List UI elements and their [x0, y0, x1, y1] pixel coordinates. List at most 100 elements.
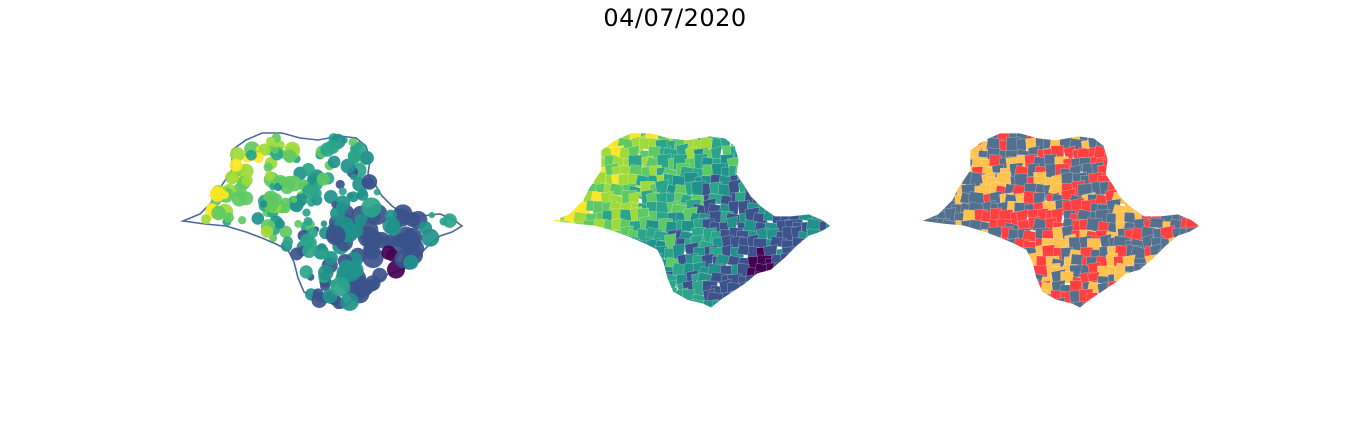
municipality-bubble: [263, 162, 273, 172]
municipality-area: [997, 307, 1009, 308]
municipality-bubble: [229, 147, 245, 162]
municipality-area: [927, 149, 943, 164]
municipality-area: [1130, 281, 1148, 294]
municipality-area: [955, 288, 971, 303]
municipality-area: [926, 152, 939, 172]
municipality-area: [1117, 280, 1133, 299]
municipality-area: [1133, 309, 1150, 323]
municipality-area: [1097, 281, 1109, 299]
municipality-area: [1187, 265, 1200, 278]
municipality-area: [953, 310, 965, 328]
municipality-bubble: [317, 264, 334, 281]
municipality-area: [959, 292, 979, 305]
municipality-area: [1164, 181, 1184, 197]
municipality-bubble: [361, 197, 382, 218]
municipality-area: [921, 306, 932, 308]
municipality-bubble: [338, 187, 347, 196]
municipality-area: [1132, 189, 1145, 207]
municipality-area: [1149, 133, 1165, 142]
page-title: 04/07/2020: [603, 4, 747, 32]
municipality-area: [1123, 282, 1140, 294]
municipality-area: [969, 245, 985, 258]
municipality-area: [943, 163, 958, 182]
municipality-area: [1190, 202, 1200, 217]
municipality-area: [1115, 171, 1129, 187]
municipality-bubble: [358, 279, 375, 295]
municipality-area: [1113, 133, 1130, 143]
municipality-area: [1126, 193, 1138, 206]
municipality-area: [1115, 162, 1131, 182]
municipality-area: [951, 236, 969, 249]
municipality-area: [1187, 139, 1200, 153]
municipality-area: [1174, 201, 1195, 215]
municipality-area: [921, 163, 936, 176]
municipality-area: [1140, 153, 1154, 171]
municipality-area: [1081, 302, 1098, 308]
municipality-area: [954, 264, 972, 279]
municipality-area: [987, 226, 1003, 241]
municipality-area: [1179, 306, 1192, 308]
municipality-area: [943, 141, 962, 156]
municipality-bubble: [283, 149, 297, 163]
municipality-bubble: [302, 208, 311, 217]
municipality-bubble: [231, 191, 247, 207]
municipality-area: [1186, 282, 1200, 299]
municipality-area: [1172, 155, 1186, 171]
municipality-area: [1034, 302, 1050, 308]
municipality-area: [1177, 195, 1194, 207]
municipality-area: [1099, 303, 1113, 308]
municipality-bubble: [418, 221, 433, 235]
municipality-area: [936, 272, 952, 285]
municipality-area: [1189, 183, 1200, 201]
municipality-area: [1179, 235, 1197, 251]
municipality-area: [1125, 298, 1140, 308]
municipality-bubble: [265, 136, 276, 147]
municipality-bubble: [325, 225, 346, 246]
municipality-area: [1197, 220, 1200, 238]
municipality-area: [1151, 299, 1166, 308]
municipality-area: [1188, 175, 1200, 190]
municipality-area: [1199, 309, 1215, 323]
municipality-area: [1176, 133, 1194, 145]
municipality-bubble: [347, 149, 361, 163]
municipality-area: [1196, 282, 1200, 299]
municipality-area: [925, 254, 941, 266]
state-outline: [919, 132, 1201, 309]
municipality-area: [1069, 311, 1088, 324]
municipality-area: [944, 309, 958, 329]
municipality-area: [1189, 256, 1200, 273]
municipality-area: [1107, 297, 1123, 308]
municipality-area: [980, 300, 993, 308]
municipality-area: [952, 256, 973, 271]
municipality-area: [1145, 192, 1158, 209]
municipality-area: [1151, 172, 1167, 187]
municipality-area: [921, 257, 930, 271]
municipality-area: [1153, 179, 1167, 198]
municipality-area: [1160, 165, 1174, 180]
municipality-area: [921, 140, 932, 155]
municipality-bubble: [245, 149, 257, 161]
municipality-area: [1159, 310, 1177, 324]
municipality-area: [1026, 300, 1039, 308]
municipality-area: [1161, 156, 1177, 171]
municipality-area: [921, 133, 933, 146]
municipality-area: [921, 182, 931, 197]
municipality-area: [971, 289, 992, 302]
municipality-area: [1152, 149, 1166, 163]
municipality-area: [1019, 279, 1035, 299]
municipality-area: [1123, 167, 1141, 183]
municipality-area: [1160, 171, 1174, 190]
municipality-area: [1132, 158, 1147, 173]
municipality-area: [1180, 271, 1197, 284]
municipality-area: [997, 271, 1013, 288]
municipality-area: [998, 302, 1017, 308]
municipality-bubble: [282, 236, 294, 247]
municipality-bubble: [241, 174, 253, 187]
municipality-area: [943, 267, 963, 282]
municipality-bubble: [200, 214, 211, 225]
municipality-area: [921, 273, 931, 287]
municipality-area: [1194, 133, 1200, 144]
municipality-area: [962, 273, 977, 287]
municipality-area: [928, 263, 944, 278]
